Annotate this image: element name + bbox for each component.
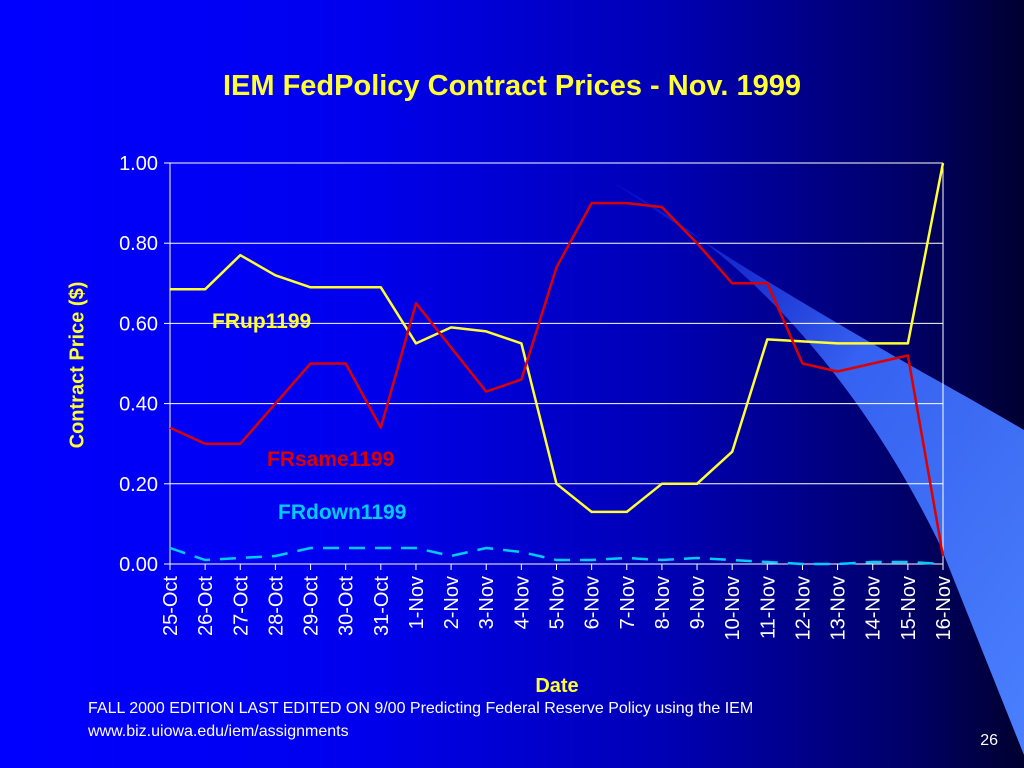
axes	[164, 162, 944, 570]
series-line-frsame1199	[169, 201, 945, 557]
x-tick-label: 14-Nov	[863, 576, 885, 640]
x-axis-label: Date	[535, 675, 579, 697]
x-tick-label: 10-Nov	[722, 576, 744, 640]
x-tick-label: 6-Nov	[582, 576, 604, 629]
x-tick-label: 8-Nov	[652, 576, 674, 629]
x-tick-label: 25-Oct	[160, 576, 182, 636]
decorative-swoosh	[612, 182, 1024, 755]
x-tick-label: 11-Nov	[757, 576, 779, 639]
y-tick-label: 0.20	[119, 474, 158, 496]
series	[169, 162, 945, 566]
x-tick-label: 30-Oct	[336, 576, 358, 636]
y-tick-label: 0.80	[119, 233, 158, 255]
x-tick-label: 5-Nov	[547, 576, 569, 629]
series-line-frup1199	[170, 162, 945, 514]
x-tick-label: 13-Nov	[828, 576, 850, 640]
x-tick-label: 4-Nov	[511, 576, 533, 629]
x-tick-label: 7-Nov	[617, 576, 639, 629]
footer-line-1: FALL 2000 EDITION LAST EDITED ON 9/00 Pr…	[88, 700, 754, 717]
y-tick-label: 0.00	[119, 554, 158, 576]
y-tick-label: 0.40	[119, 394, 158, 416]
x-tick-label: 27-Oct	[230, 576, 252, 636]
x-tick-label: 3-Nov	[476, 576, 498, 629]
x-tick-label: 29-Oct	[301, 576, 323, 636]
x-tick-label: 26-Oct	[195, 576, 217, 636]
x-tick-label: 2-Nov	[441, 576, 463, 629]
series-line-frdown1199	[169, 546, 944, 566]
x-tick-label: 15-Nov	[898, 576, 920, 640]
x-tick-label: 31-Oct	[371, 576, 393, 636]
series-label-frdown: FRdown1199	[278, 501, 407, 524]
series-label-frsame: FRsame1199	[267, 448, 395, 471]
x-tick-label: 16-Nov	[933, 576, 955, 640]
page-number: 26	[980, 732, 998, 749]
y-axis-label: Contract Price ($)	[66, 281, 89, 449]
footer-line-2: www.biz.uiowa.edu/iem/assignments	[88, 723, 349, 740]
x-tick-label: 12-Nov	[792, 576, 814, 640]
footer: FALL 2000 EDITION LAST EDITED ON 9/00 Pr…	[88, 697, 753, 743]
x-tick-label: 1-Nov	[406, 576, 428, 629]
x-tick-label: 28-Oct	[265, 576, 287, 636]
series-label-frup: FRup1199	[212, 310, 312, 333]
x-tick-label: 9-Nov	[687, 576, 709, 629]
x-tick-labels: 25-Oct 26-Oct 27-Oct 28-Oct 29-Oct 30-Oct 31-O…	[160, 576, 955, 641]
y-tick-label: 0.60	[119, 313, 158, 335]
y-tick-labels: 0.00 0.20 0.40 0.60 0.80 1.00	[119, 153, 158, 576]
chart-title: IEM FedPolicy Contract Prices - Nov. 199…	[222, 70, 802, 102]
y-tick-label: 1.00	[119, 153, 158, 175]
